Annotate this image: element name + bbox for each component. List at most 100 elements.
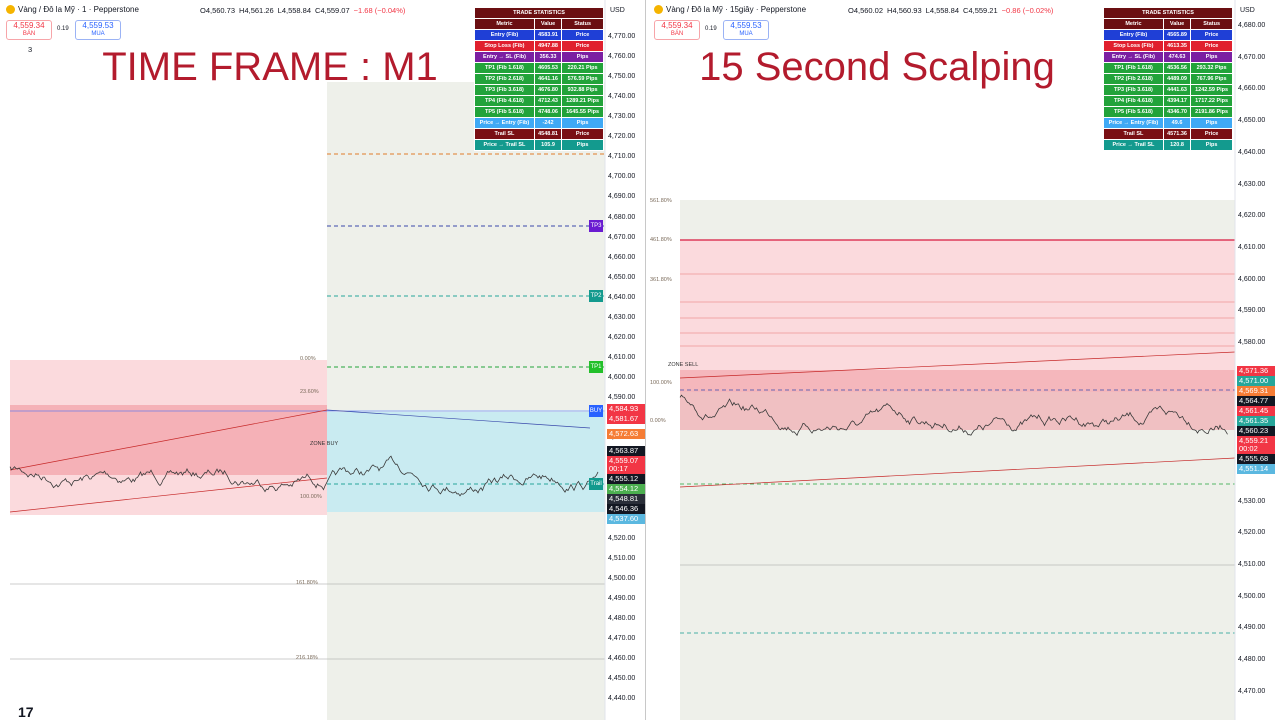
table-cell: 576.59 Pips: [561, 73, 604, 85]
price-tick-label: 4,530.00: [1238, 497, 1266, 505]
level-tag: TP3: [589, 220, 603, 232]
price-tick-label: 4,660.00: [1238, 85, 1266, 93]
buy-button[interactable]: 4,559.53 MUA: [75, 20, 121, 40]
table-row: TP3 (Fib 3.618) 4441.63 1242.59 Pips: [1103, 84, 1233, 96]
price-tag: 4,554.12: [607, 484, 645, 495]
buy-price: 4,559.53: [730, 21, 762, 30]
table-cell: 4641.16: [533, 73, 563, 85]
fib-label: 361.80%: [650, 277, 672, 283]
price-path: [9, 455, 599, 497]
table-row: Entry (Fib) 4583.91 Price: [474, 29, 604, 41]
ohlc-value: −1.68 (−0.04%): [353, 6, 406, 15]
price-tag: 4,571.00: [1237, 376, 1275, 387]
price-tick-label: 4,760.00: [608, 53, 636, 61]
table-cell: 4947.88: [533, 40, 563, 52]
price-tick-label: 4,450.00: [608, 674, 636, 682]
fib-label: 100.00%: [650, 380, 672, 386]
table-header-row: Metric Value Status: [474, 18, 604, 30]
overlay-title: TIME FRAME : M1: [102, 45, 438, 89]
table-cell: 1717.22 Pips: [1190, 95, 1233, 107]
sell-zone-dark: [680, 370, 1235, 430]
currency: USD: [1240, 7, 1255, 14]
chart-panel: 4,770.00 4,760.00 4,750.00 4,740.00 4,730.00…: [6, 0, 646, 720]
price-tick-label: 4,630.00: [608, 313, 636, 321]
indicator-count[interactable]: 3: [28, 45, 33, 54]
table-cell: 1289.21 Pips: [561, 95, 604, 107]
price-tick-label: 4,460.00: [608, 654, 636, 662]
table-row: TP5 (Fib 5.618) 4748.06 1645.55 Pips: [474, 106, 604, 118]
table-cell: Pips: [561, 51, 604, 63]
ohlc-value: H4,560.93: [887, 6, 922, 15]
price-tick-label: 4,650.00: [608, 273, 636, 281]
table-cell: 220.21 Pips: [561, 62, 604, 74]
table-row: TP2 (Fib 2.618) 4641.16 576.59 Pips: [474, 73, 604, 85]
table-row: Price → Trail SL 105.9 Pips: [474, 139, 604, 151]
table-row: TP3 (Fib 3.618) 4676.80 932.88 Pips: [474, 84, 604, 96]
overlay-title: 15 Second Scalping: [699, 45, 1055, 89]
price-tick-label: 4,750.00: [608, 73, 636, 81]
table-cell: 4712.43: [533, 95, 563, 107]
spread: 0.19: [705, 26, 717, 32]
table-row: Entry (Fib) 4565.89 Price: [1103, 29, 1233, 41]
table-cell: 2191.86 Pips: [1190, 106, 1233, 118]
price-tick-label: 4,670.00: [1238, 53, 1266, 61]
price-tick-label: 4,680.00: [1238, 22, 1266, 29]
table-cell: 356.33: [533, 51, 563, 63]
table-cell: 1645.55 Pips: [561, 106, 604, 118]
trend-line: [9, 409, 328, 471]
sell-label: BÁN: [22, 31, 36, 37]
price-tag: 4,548.81: [607, 494, 645, 505]
table-cell: 4605.53: [533, 62, 563, 74]
level-tag: TP1: [589, 361, 603, 373]
price-tick-label: 4,480.00: [1238, 656, 1266, 664]
table-row: TP5 (Fib 5.618) 4346.70 2191.86 Pips: [1103, 106, 1233, 118]
price-tick-label: 4,610.00: [1238, 243, 1266, 251]
table-row: Stop Loss (Fib) 4947.88 Price: [474, 40, 604, 52]
table-header: Value: [1162, 18, 1192, 30]
table-header: Metric: [1103, 18, 1164, 30]
sell-button[interactable]: 4,559.34 BÁN: [6, 20, 52, 40]
table-cell: 4548.81: [533, 128, 563, 140]
table-cell: 105.9: [533, 139, 563, 151]
price-tick-label: 4,620.00: [608, 333, 636, 341]
sell-button[interactable]: 4,559.34 BÁN: [654, 20, 700, 40]
table-cell: 767.96 Pips: [1190, 73, 1233, 85]
price-tag: 4,584.93: [607, 404, 645, 415]
buy-button[interactable]: 4,559.53 MUA: [723, 20, 769, 40]
table-cell: 49.6: [1162, 117, 1192, 129]
table-row: TP1 (Fib 1.618) 4605.53 220.21 Pips: [474, 62, 604, 74]
table-cell: 4613.35: [1162, 40, 1192, 52]
price-tick-label: 4,490.00: [608, 594, 636, 602]
chart-canvas: [679, 0, 1236, 720]
table-row: Price → Trail SL 120.8 Pips: [1103, 139, 1233, 151]
table-cell: TP3 (Fib 3.618): [1103, 84, 1164, 96]
price-tag: 4,564.77: [1237, 396, 1275, 407]
price-tag: 4,551.14: [1237, 464, 1275, 475]
logo: 17: [18, 704, 34, 720]
fib-label: 561.80%: [650, 198, 672, 204]
currency: USD: [610, 7, 625, 14]
table-cell: Pips: [1190, 117, 1233, 129]
trade-statistics: TRADE STATISTICS Metric Value Status Entry (…: [474, 7, 604, 151]
table-row: Stop Loss (Fib) 4613.35 Price: [1103, 40, 1233, 52]
symbol: Vàng / Đô la Mỹ · 1 · Pepperstone: [18, 5, 139, 14]
table-row: TP1 (Fib 1.618) 4536.56 293.32 Pips: [1103, 62, 1233, 74]
fib-label: 0.00%: [650, 418, 666, 424]
price-tag: 4,560.23: [1237, 426, 1275, 437]
zone-label: ZONE BUY: [310, 441, 339, 447]
price-tick-label: 4,690.00: [608, 193, 636, 201]
table-cell: Price: [1190, 40, 1233, 52]
price-tag: 4,537.60: [607, 514, 645, 525]
table-cell: Pips: [561, 139, 604, 151]
price-tick-label: 4,510.00: [1238, 561, 1266, 569]
price-tick-label: 4,590.00: [608, 394, 636, 402]
price-tick-label: 4,510.00: [608, 554, 636, 562]
table-cell: 4441.63: [1162, 84, 1192, 96]
price-tick-label: 4,500.00: [608, 574, 636, 582]
table-cell: TP2 (Fib 2.618): [474, 73, 535, 85]
table-title: TRADE STATISTICS: [1103, 7, 1233, 19]
table-cell: TP1 (Fib 1.618): [474, 62, 535, 74]
chart-canvas: [9, 0, 606, 720]
table-cell: 4565.89: [1162, 29, 1192, 41]
